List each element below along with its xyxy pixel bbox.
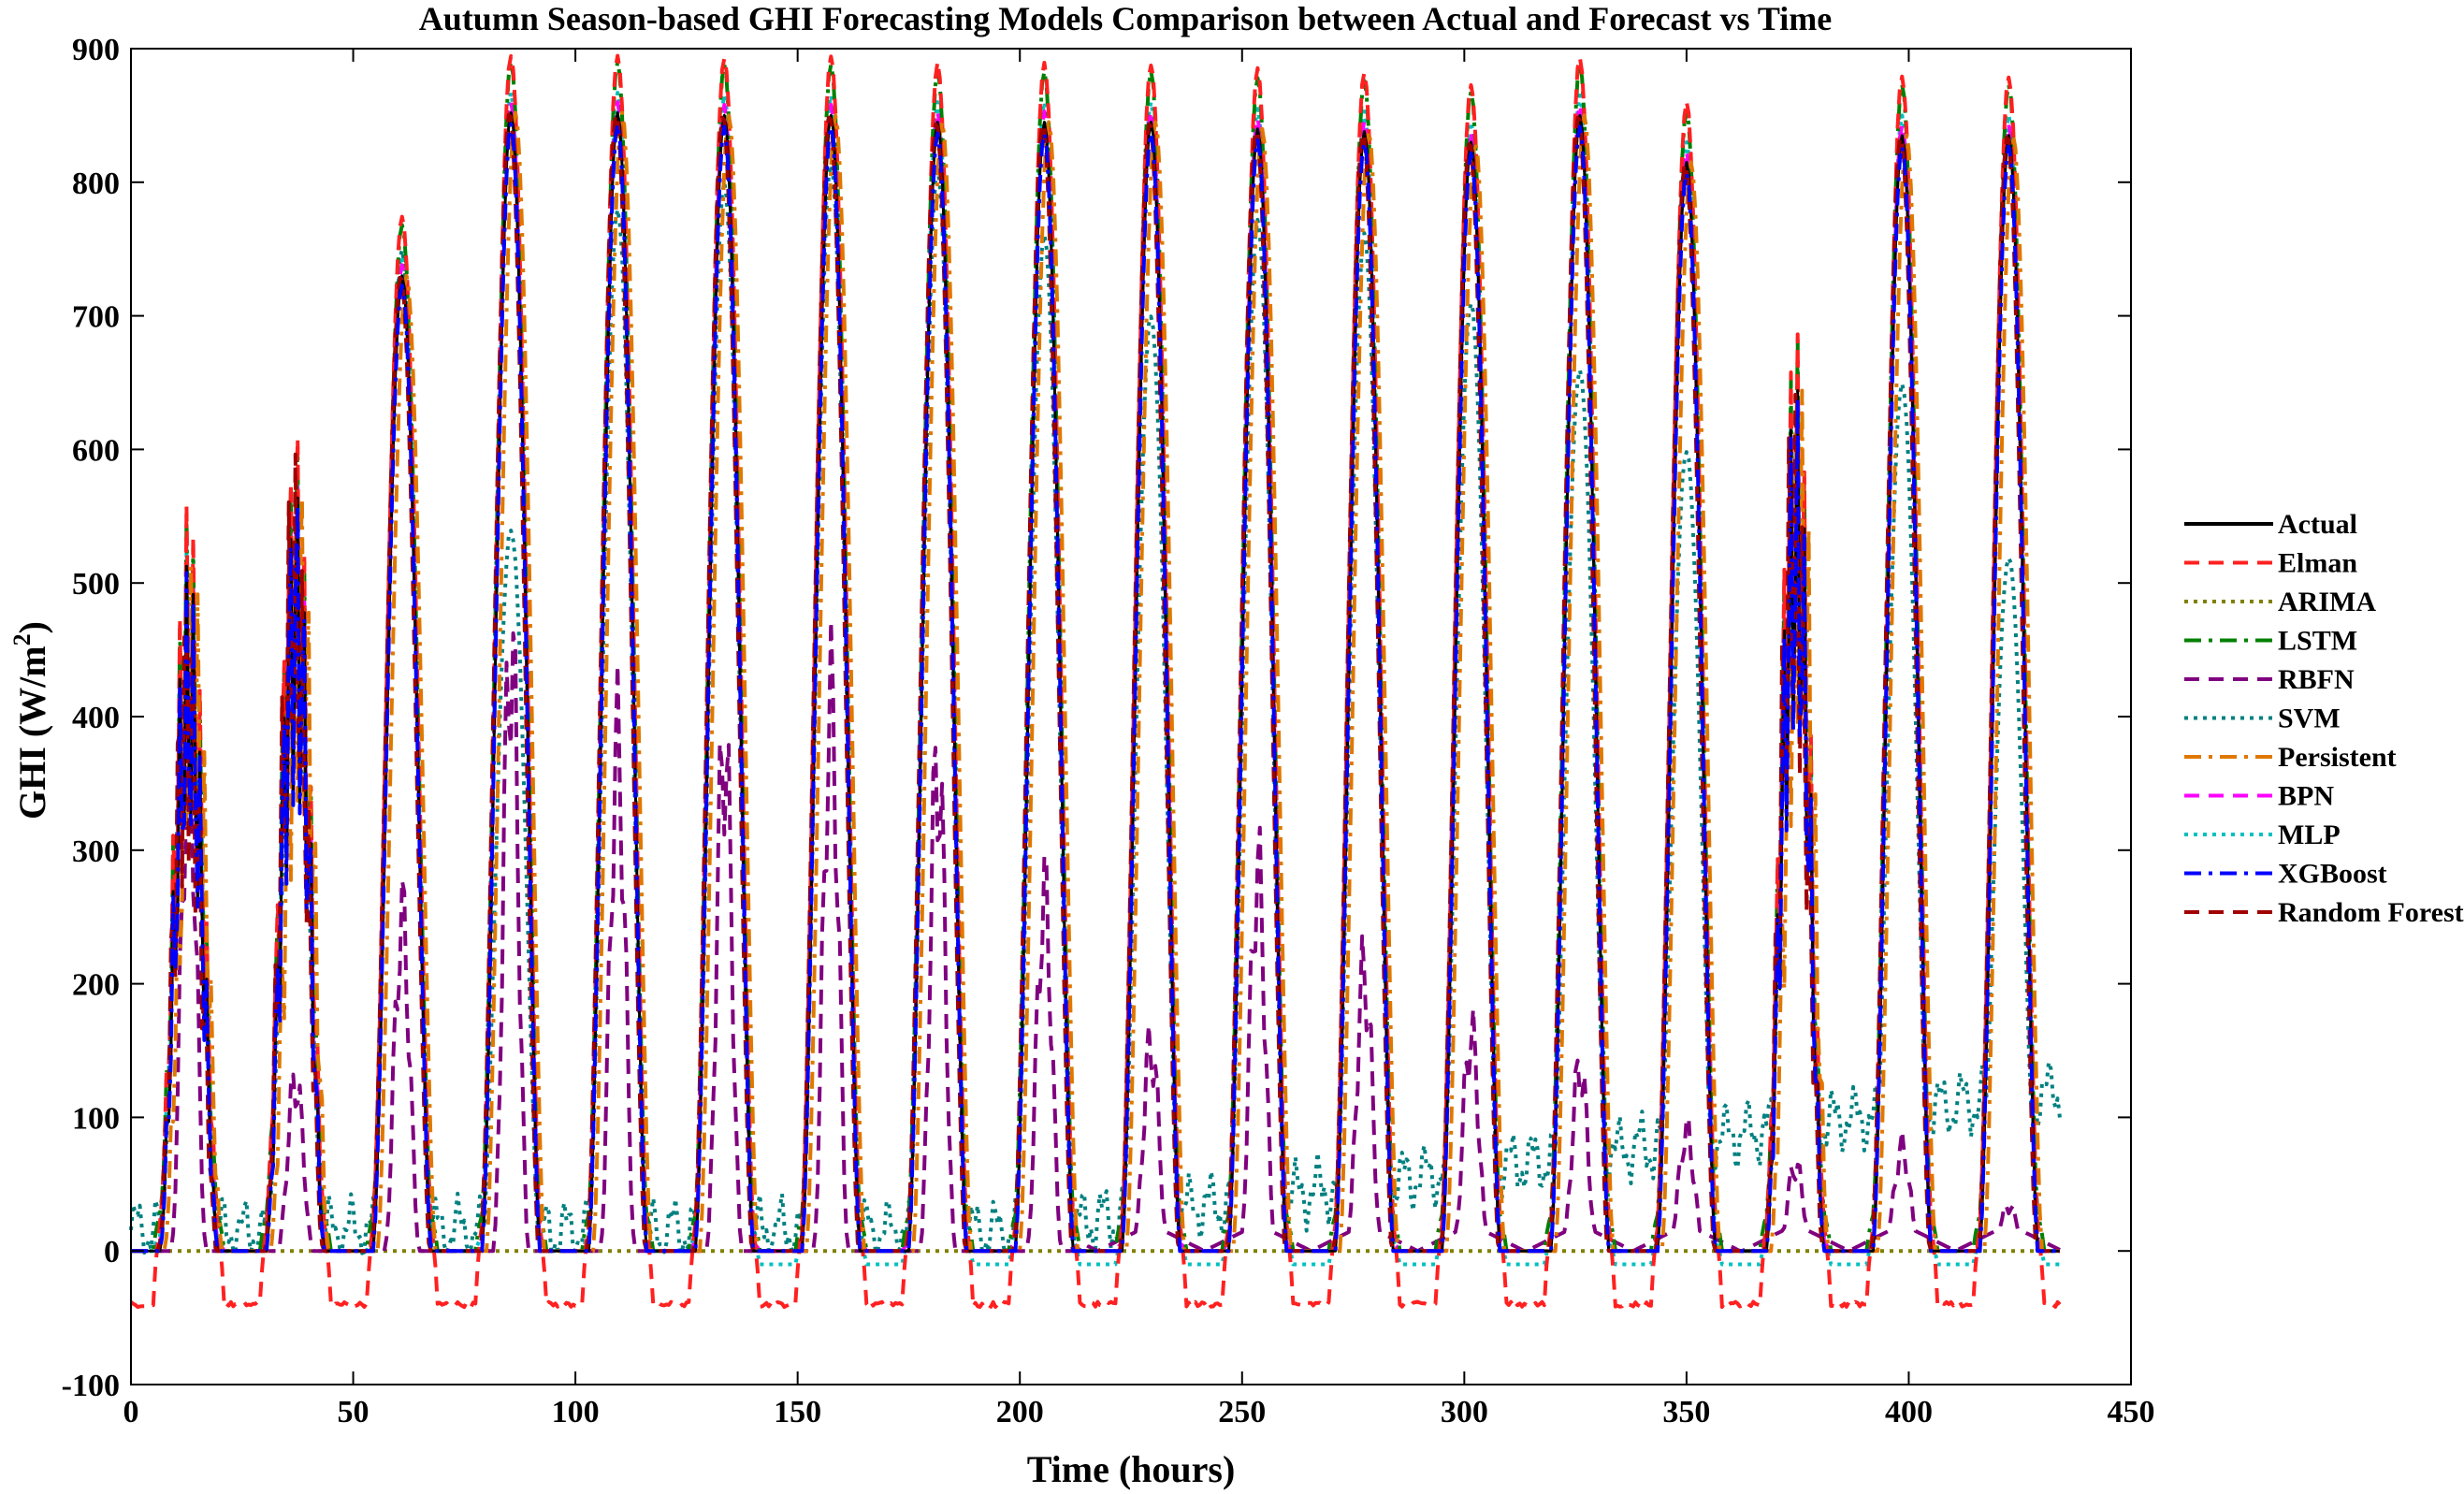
- legend: Actual Elman ARIMA LSTM RBFN SVM Persistent BPN…: [2184, 509, 2464, 928]
- x-tick-label: 200: [996, 1395, 1044, 1429]
- x-tick-label: 150: [774, 1395, 821, 1429]
- x-tick-label: 100: [552, 1395, 600, 1429]
- y-axis-title-sup: 2: [8, 633, 36, 645]
- x-tick-label: 0: [123, 1395, 139, 1429]
- series-layer: [129, 53, 2062, 1310]
- legend-label-svm: SVM: [2278, 703, 2341, 734]
- x-tick-label: 50: [338, 1395, 370, 1429]
- y-tick-label: 200: [72, 968, 120, 1003]
- legend-label-arima: ARIMA: [2278, 587, 2376, 617]
- x-tick-label: 300: [1441, 1395, 1488, 1429]
- y-axis-title: GHI (W/m2): [8, 621, 53, 820]
- y-tick-label: 900: [72, 33, 120, 67]
- series-line-xgboost: [131, 122, 2060, 1254]
- y-axis-ticks: -100 0 100 200 300 400 500 600 700 800 900: [62, 33, 2131, 1403]
- y-tick-label: 600: [72, 433, 120, 468]
- legend-label-lstm: LSTM: [2278, 626, 2357, 657]
- legend-label-xgboost: XGBoost: [2278, 859, 2387, 890]
- y-tick-label: 500: [72, 567, 120, 602]
- y-axis-title-close: ): [11, 621, 53, 633]
- legend-label-bpn: BPN: [2278, 781, 2334, 812]
- x-axis-ticks: 0 50 100 150 200 250 300 350 400 450: [123, 49, 2155, 1429]
- x-axis-title: Time (hours): [1027, 1448, 1236, 1490]
- legend-label-actual: Actual: [2278, 509, 2357, 540]
- series-line-svm: [129, 163, 2062, 1255]
- y-tick-label: -100: [62, 1369, 120, 1403]
- x-tick-label: 450: [2108, 1395, 2155, 1429]
- y-tick-label: 300: [72, 834, 120, 869]
- y-tick-label: 400: [72, 701, 120, 735]
- x-tick-label: 250: [1218, 1395, 1266, 1429]
- chart-title: Autumn Season-based GHI Forecasting Mode…: [419, 0, 1832, 37]
- legend-label-elman: Elman: [2278, 548, 2357, 579]
- series-line-random-forest: [131, 112, 2060, 1254]
- y-axis-title-main: GHI (W/m: [11, 645, 53, 820]
- series-line-mlp: [131, 91, 2060, 1267]
- y-tick-label: 800: [72, 167, 120, 201]
- y-tick-label: 0: [104, 1235, 120, 1269]
- y-tick-label: 700: [72, 300, 120, 335]
- legend-label-rbfn: RBFN: [2278, 664, 2355, 695]
- legend-label-mlp: MLP: [2278, 820, 2341, 850]
- legend-label-random-forest: Random Forest: [2278, 897, 2464, 928]
- series-line-actual: [131, 111, 2060, 1253]
- x-tick-label: 400: [1885, 1395, 1933, 1429]
- series-line-persistent: [131, 110, 2060, 1254]
- legend-label-persistent: Persistent: [2278, 742, 2397, 773]
- x-tick-label: 350: [1662, 1395, 1710, 1429]
- series-line-bpn: [131, 100, 2060, 1254]
- series-line-elman: [129, 53, 2062, 1310]
- y-tick-label: 100: [72, 1101, 120, 1136]
